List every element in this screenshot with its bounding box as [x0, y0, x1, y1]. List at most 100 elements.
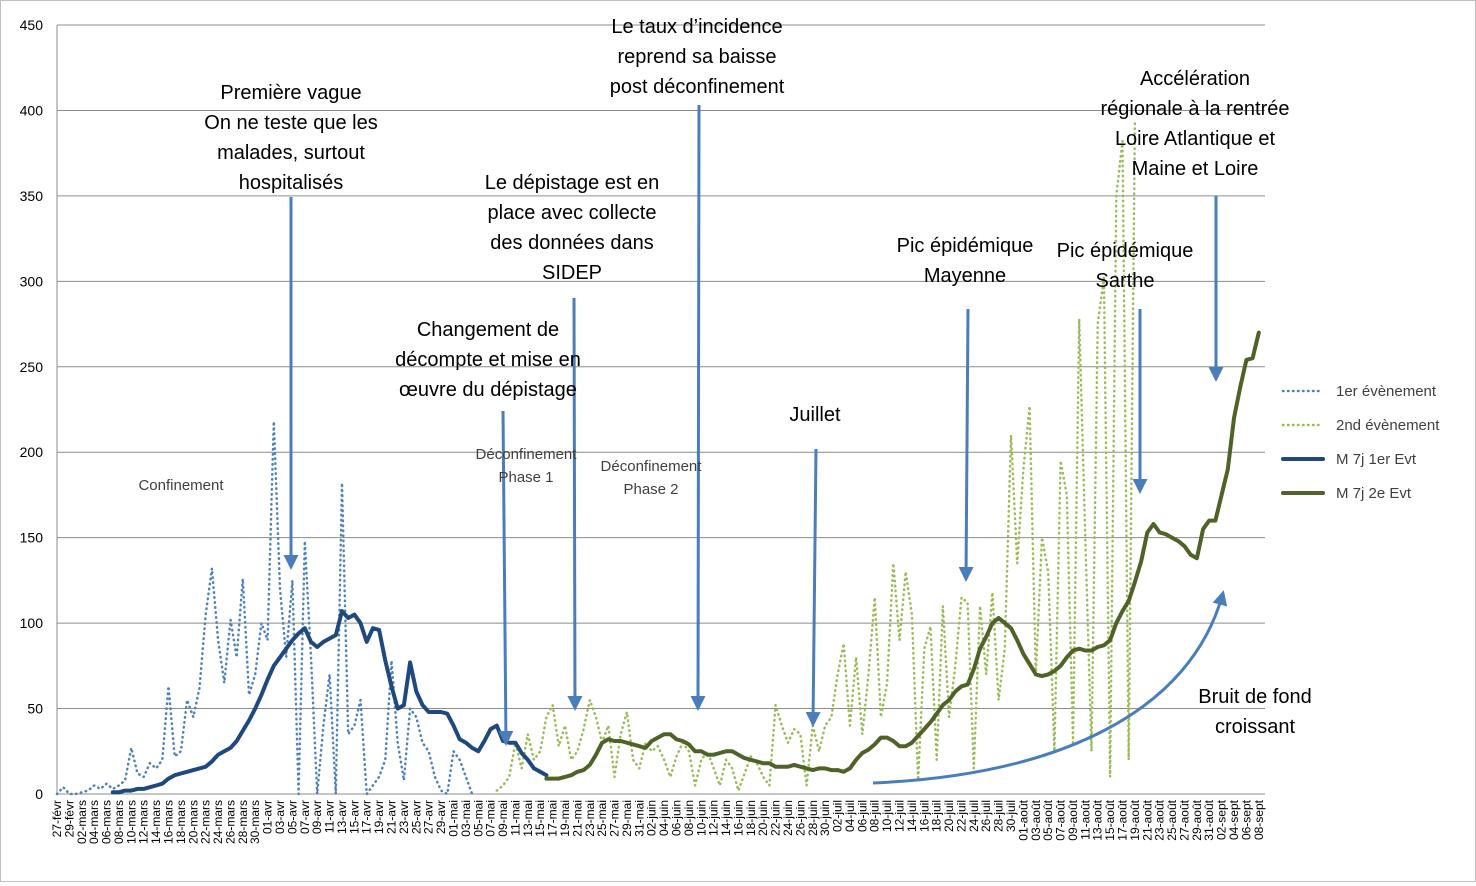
annotation-pic-mayenne: Pic épidémique	[897, 235, 1034, 257]
x-tick-label: 20-mars	[186, 800, 200, 844]
x-tick-label: 30-mars	[248, 800, 262, 844]
axes: 0 50 100 150 200 250 300 350 400 450 27-févr29-fév…	[20, 17, 1266, 844]
annotation-acceleration: Maine et Loire	[1132, 158, 1259, 180]
x-tick-label: 07-avr	[298, 800, 312, 834]
x-tick-label: 13-août	[1091, 799, 1105, 840]
series-line-0	[55, 420, 474, 796]
x-tick-label: 21-mai	[570, 800, 584, 837]
x-tick-label: 17-août	[1116, 799, 1130, 840]
x-tick-label: 20-juin	[756, 800, 770, 836]
gridlines	[57, 24, 1265, 795]
x-tick-label: 07-août	[1054, 799, 1068, 840]
y-tick-label: 200	[20, 444, 44, 460]
trend-arrow	[872, 590, 1228, 785]
annotation-depistage: Le dépistage est en	[485, 172, 660, 194]
x-tick-label: 19-mai	[558, 800, 572, 837]
x-tick-label: 10-mars	[124, 800, 138, 844]
x-tick-label: 13-avr	[335, 800, 349, 834]
x-tick-label: 17-mai	[546, 800, 560, 837]
x-tick-label: 20-juil	[942, 800, 956, 832]
y-tick-label: 250	[20, 359, 44, 375]
x-tick-label: 07-mai	[484, 800, 498, 837]
annotation-deconfinement-phase1: Déconfinement	[476, 446, 578, 463]
x-tick-label: 04-sept	[1227, 799, 1241, 840]
annotation-bruit-de-fond: croissant	[1215, 716, 1295, 738]
annotation-premiere-vague: On ne teste que les	[204, 112, 377, 134]
x-tick-label: 31-août	[1202, 799, 1216, 840]
annotation-depistage: des données dans	[490, 232, 653, 254]
x-tick-label: 27-août	[1177, 799, 1191, 840]
x-tick-label: 25-août	[1165, 799, 1179, 840]
x-tick-label: 04-juil	[843, 800, 857, 832]
annotation-arrow	[958, 308, 974, 582]
x-tick-label: 23-avr	[397, 800, 411, 834]
x-tick-label: 12-juin	[707, 800, 721, 836]
x-tick-label: 11-août	[1078, 799, 1092, 839]
x-tick-label: 31-mai	[632, 800, 646, 837]
x-tick-label: 30-juil	[1004, 800, 1018, 832]
x-tick-label: 11-avr	[323, 800, 337, 833]
y-tick-label: 0	[35, 786, 43, 802]
series-lines	[55, 121, 1261, 796]
x-tick-label: 28-mars	[236, 800, 250, 844]
x-tick-label: 08-sept	[1252, 799, 1266, 840]
x-tick-label: 10-juil	[880, 800, 894, 832]
x-tick-label: 23-août	[1153, 799, 1167, 840]
x-tick-label: 28-juin	[806, 800, 820, 836]
legend-label-1: 2nd évènement	[1336, 417, 1440, 434]
x-tick-label: 03-août	[1029, 799, 1043, 840]
x-tick-label: 12-mars	[137, 800, 151, 844]
x-tick-label: 18-juin	[744, 800, 758, 836]
x-tick-label: 17-avr	[360, 800, 374, 834]
x-tick-label: 08-mars	[112, 800, 126, 844]
y-tick-label: 100	[20, 615, 44, 631]
x-tick-label: 05-août	[1041, 799, 1055, 840]
x-tick-label: 29-févr	[62, 800, 76, 837]
x-tick-label: 16-juin	[731, 800, 745, 836]
annotation-confinement: Confinement	[138, 477, 224, 494]
annotation-depistage: SIDEP	[542, 262, 602, 284]
annotation-acceleration: Accélération	[1140, 68, 1250, 90]
x-tick-label: 21-avr	[385, 800, 399, 834]
annotation-deconfinement-phase2: Déconfinement	[601, 458, 703, 475]
x-tick-label: 26-juin	[793, 800, 807, 836]
x-tick-label: 16-mars	[162, 800, 176, 844]
series-line-3	[544, 330, 1261, 781]
annotation-arrow	[690, 104, 706, 711]
x-tick-label: 09-mai	[496, 800, 510, 837]
x-tick-label: 01-mai	[446, 800, 460, 837]
x-tick-label: 14-juil	[905, 800, 919, 832]
annotation-arrow	[498, 410, 514, 746]
x-tick-label: 02-juin	[645, 800, 659, 836]
annotation-pic-mayenne: Mayenne	[924, 265, 1006, 287]
x-tick-label: 27-mai	[608, 800, 622, 837]
x-tick-label: 30-juin	[818, 800, 832, 836]
x-tick-label: 02-mars	[75, 800, 89, 844]
y-tick-label: 450	[20, 17, 44, 33]
y-tick-label: 350	[20, 188, 44, 204]
annotation-bruit-de-fond: Bruit de fond	[1198, 686, 1311, 708]
series-line-2	[110, 609, 549, 795]
x-tick-label: 29-août	[1190, 799, 1204, 840]
x-tick-label: 22-mars	[199, 800, 213, 844]
annotation-acceleration: régionale à la rentrée	[1100, 98, 1289, 120]
x-tick-label: 27-févr	[50, 800, 64, 837]
x-tick-label: 15-août	[1103, 799, 1117, 840]
x-tick-label: 15-avr	[347, 800, 361, 834]
x-tick-label: 25-mai	[595, 800, 609, 837]
annotation-premiere-vague: malades, surtout	[217, 142, 365, 164]
x-tick-label: 27-avr	[422, 800, 436, 834]
x-tick-label: 29-avr	[434, 800, 448, 834]
x-tick-label: 12-juil	[893, 800, 907, 832]
x-tick-label: 05-mai	[471, 800, 485, 837]
x-tick-label: 18-mars	[174, 800, 188, 844]
x-tick-label: 02-sept	[1215, 799, 1229, 840]
annotation-premiere-vague: Première vague	[220, 82, 361, 104]
x-tick-label: 10-juin	[694, 800, 708, 836]
x-tick-label: 21-août	[1140, 799, 1154, 840]
legend: 1er évènement 2nd évènement M 7j 1er Evt M …	[1281, 383, 1440, 502]
x-tick-label: 25-avr	[409, 800, 423, 834]
x-tick-label: 06-mars	[100, 800, 114, 844]
